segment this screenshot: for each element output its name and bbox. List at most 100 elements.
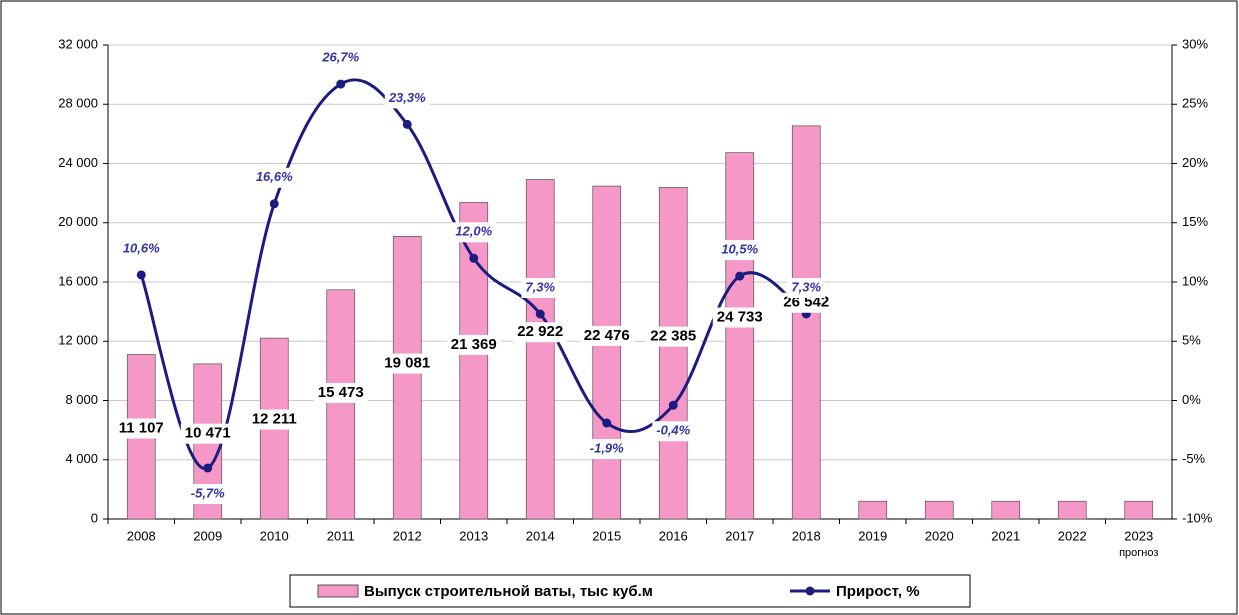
bar-value-label: 22 922 — [517, 323, 563, 340]
bar — [1124, 500, 1154, 520]
y2-tick-label: 20% — [1182, 155, 1208, 170]
bar-value-label: 22 476 — [584, 327, 630, 344]
x-tick-label: 2015 — [592, 528, 621, 543]
bar-value-label-bg — [114, 418, 168, 439]
line-value-label: -0,4% — [656, 423, 690, 438]
x-tick-label: 2009 — [193, 528, 222, 543]
legend-swatch — [317, 584, 359, 598]
line-value-label-bg — [787, 277, 826, 298]
bar-value-label-bg — [446, 334, 501, 355]
y2-tick-label: 25% — [1182, 96, 1208, 111]
bar-value-label-bg — [180, 423, 235, 444]
line-value-label: 10,6% — [123, 240, 160, 255]
y-tick-label: 4 000 — [65, 451, 98, 466]
y2-tick-label: 0% — [1182, 392, 1201, 407]
line-value-label-bg — [186, 484, 229, 505]
y2-tick-label: 30% — [1182, 36, 1208, 51]
line-value-label: -1,9% — [590, 440, 624, 455]
x-tick-label: 2019 — [858, 528, 887, 543]
line-value-label-bg — [717, 240, 763, 261]
line-value-label-bg — [585, 439, 628, 460]
line-value-label: 12,0% — [455, 224, 492, 239]
y-tick-label: 28 000 — [58, 96, 98, 111]
line-value-label: 26,7% — [321, 50, 359, 65]
line-value-label-bg — [384, 88, 430, 109]
bar — [725, 152, 755, 520]
y-tick-label: 8 000 — [65, 392, 98, 407]
bar-value-label: 19 081 — [384, 355, 430, 372]
x-tick-label: 2018 — [792, 528, 821, 543]
x-tick-label: 2020 — [925, 528, 954, 543]
category-note: прогноз — [1119, 547, 1158, 559]
bar-value-label: 12 211 — [252, 410, 297, 427]
bar-value-label-bg — [313, 382, 368, 403]
x-tick-label: 2017 — [725, 528, 754, 543]
line-value-label: 10,5% — [721, 242, 758, 257]
line-point — [136, 270, 146, 280]
line-point — [602, 418, 612, 428]
line-value-label: 23,3% — [388, 90, 426, 105]
line-point — [535, 309, 545, 319]
bar-value-label: 22 385 — [650, 328, 696, 345]
y2-tick-label: -5% — [1182, 451, 1206, 466]
bar-value-label: 11 107 — [119, 419, 164, 436]
y2-tick-label: 5% — [1182, 333, 1201, 348]
bar-value-label: 15 473 — [318, 384, 364, 401]
bar-value-label-bg — [513, 322, 568, 343]
bar-value-label-bg — [712, 307, 767, 328]
bar-value-label: 10 471 — [185, 425, 231, 442]
y-tick-label: 24 000 — [58, 155, 98, 170]
bar — [326, 289, 356, 520]
bar-value-label: 24 733 — [717, 308, 763, 325]
line-point — [203, 463, 213, 473]
y2-tick-label: -10% — [1182, 510, 1213, 525]
bar — [1057, 500, 1087, 520]
line-value-label-bg — [521, 277, 560, 298]
bar — [858, 500, 888, 520]
y-tick-label: 32 000 — [58, 36, 98, 51]
line-point — [336, 79, 346, 89]
x-tick-label: 2010 — [260, 528, 289, 543]
y-tick-label: 20 000 — [58, 214, 98, 229]
line-point — [469, 253, 479, 263]
line-point — [735, 271, 745, 281]
bar — [991, 500, 1021, 520]
x-tick-label: 2013 — [459, 528, 488, 543]
line-value-label-bg — [451, 222, 497, 243]
bar — [392, 236, 422, 520]
x-tick-label: 2008 — [127, 528, 156, 543]
line-point — [402, 119, 412, 129]
bar-value-label-bg — [646, 326, 701, 347]
x-tick-label: 2012 — [393, 528, 422, 543]
bar — [525, 179, 555, 520]
line-point — [269, 199, 279, 209]
line-value-label-bg — [118, 238, 164, 259]
y2-tick-label: 15% — [1182, 214, 1208, 229]
y-tick-label: 12 000 — [58, 333, 98, 348]
x-tick-label: 2011 — [327, 528, 355, 543]
bar-value-label-bg — [579, 325, 634, 346]
y-tick-label: 16 000 — [58, 273, 98, 288]
bar — [924, 500, 954, 520]
bar — [658, 187, 688, 520]
bar-value-label-bg — [380, 353, 435, 374]
bar — [459, 202, 489, 520]
line-value-label-bg — [251, 167, 297, 188]
line-value-label: -5,7% — [191, 485, 225, 500]
x-tick-label: 2014 — [526, 528, 555, 543]
line-value-label: 7,3% — [791, 279, 821, 294]
line — [139, 78, 808, 470]
legend-box — [289, 574, 971, 608]
y2-tick-label: 10% — [1182, 273, 1208, 288]
line-value-label: 16,6% — [256, 169, 293, 184]
line-value-label: 7,3% — [525, 279, 555, 294]
bar-value-label-bg — [247, 409, 301, 430]
legend-label: Прирост, % — [836, 583, 920, 600]
line-point — [668, 400, 678, 410]
bar-value-label: 21 369 — [451, 336, 497, 353]
y-tick-label: 0 — [91, 510, 98, 525]
bar — [791, 125, 821, 520]
line-value-label-bg — [652, 421, 695, 442]
x-tick-label: 2022 — [1058, 528, 1087, 543]
